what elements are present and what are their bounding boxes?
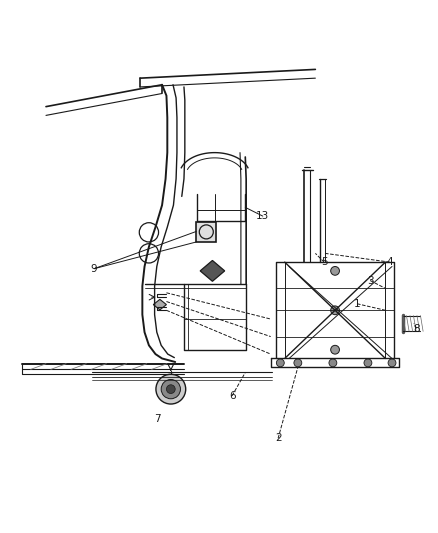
Circle shape	[331, 306, 339, 314]
Text: 3: 3	[367, 276, 374, 286]
Circle shape	[388, 359, 396, 367]
Polygon shape	[200, 261, 225, 281]
Text: 1: 1	[353, 298, 360, 309]
Text: 6: 6	[229, 391, 236, 401]
Text: 2: 2	[275, 433, 282, 443]
Circle shape	[364, 359, 372, 367]
Text: 4: 4	[386, 257, 393, 267]
Text: 9: 9	[91, 264, 98, 273]
Text: 13: 13	[256, 211, 269, 221]
Circle shape	[294, 359, 302, 367]
Circle shape	[331, 266, 339, 275]
Circle shape	[276, 359, 284, 367]
Circle shape	[161, 379, 180, 399]
Circle shape	[156, 374, 186, 404]
Text: 5: 5	[321, 257, 328, 267]
Polygon shape	[153, 300, 166, 310]
Text: 8: 8	[413, 324, 420, 334]
Circle shape	[329, 359, 337, 367]
Text: 7: 7	[154, 414, 161, 424]
Circle shape	[331, 345, 339, 354]
Circle shape	[166, 385, 175, 393]
FancyBboxPatch shape	[196, 222, 216, 242]
